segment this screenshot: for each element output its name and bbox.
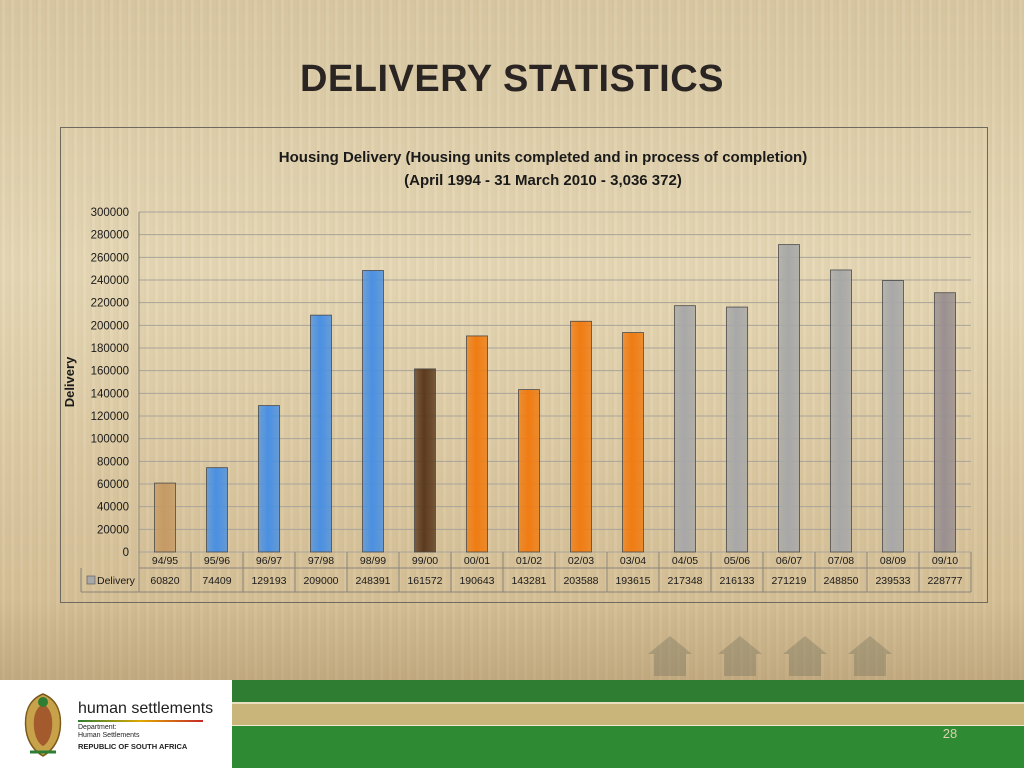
x-tick-label: 01/02 <box>516 555 542 567</box>
background-texture <box>0 0 1024 680</box>
bar <box>622 332 644 553</box>
data-label: 209000 <box>303 575 338 587</box>
coat-of-arms-icon <box>24 693 62 757</box>
bar <box>154 482 176 553</box>
bar <box>258 405 280 553</box>
chart-frame: Housing Delivery (Housing units complete… <box>60 127 988 603</box>
slide-title: DELIVERY STATISTICS <box>299 58 725 100</box>
y-tick-label: 300000 <box>91 207 129 219</box>
logo-name: human settlements <box>78 700 214 717</box>
y-tick-label: 260000 <box>91 252 129 264</box>
y-tick-label: 140000 <box>91 388 129 400</box>
bar <box>726 306 748 553</box>
y-axis-label: Delivery <box>62 356 77 407</box>
logo-department-line2: Human Settlements <box>78 732 140 739</box>
y-tick-label: 80000 <box>97 456 129 468</box>
house-icon <box>648 636 692 676</box>
x-tick-label: 04/05 <box>672 555 698 567</box>
y-tick-label: 180000 <box>91 343 129 355</box>
data-label: 217348 <box>667 575 702 587</box>
x-tick-label: 94/95 <box>152 555 178 567</box>
y-tick-label: 200000 <box>91 320 129 332</box>
bar <box>518 389 540 553</box>
y-tick-label: 280000 <box>91 230 129 242</box>
bar <box>310 314 332 553</box>
data-label: 248850 <box>823 575 858 587</box>
bar <box>882 280 904 553</box>
x-tick-label: 07/08 <box>828 555 854 567</box>
data-label: 60820 <box>150 575 179 587</box>
x-tick-label: 08/09 <box>880 555 906 567</box>
house-icon <box>783 636 827 676</box>
skyline-decoration <box>0 600 1024 680</box>
bar <box>934 292 956 553</box>
bar <box>570 320 592 553</box>
x-tick-label: 96/97 <box>256 555 282 567</box>
x-tick-label: 00/01 <box>464 555 490 567</box>
y-tick-label: 100000 <box>91 434 129 446</box>
footer-divider <box>232 702 1024 705</box>
y-tick-labels: 0 20000 40000 60000 80000 100000 120000 140000 1… <box>91 207 129 559</box>
y-tick-label: 20000 <box>97 524 129 536</box>
data-label: 161572 <box>407 575 442 587</box>
x-tick-label: 05/06 <box>724 555 750 567</box>
house-icon <box>848 636 892 676</box>
house-icons-decoration <box>648 636 892 676</box>
data-label: 74409 <box>202 575 231 587</box>
logo-department: Department: Human Settlements <box>78 724 139 740</box>
legend-label: Delivery <box>97 575 136 587</box>
bar-chart: Housing Delivery (Housing units complete… <box>62 149 972 593</box>
y-tick-label: 160000 <box>91 366 129 378</box>
y-tick-label: 220000 <box>91 298 129 310</box>
data-label: 190643 <box>459 575 494 587</box>
bar <box>778 244 800 553</box>
data-table: Delivery 94/95 60820 95/96 74409 96/97 129193 9… <box>80 552 972 593</box>
y-tick-label: 120000 <box>91 411 129 423</box>
bar <box>830 269 852 553</box>
x-tick-label: 06/07 <box>776 555 802 567</box>
logo-country: REPUBLIC OF SOUTH AFRICA <box>78 742 188 751</box>
data-label: 271219 <box>771 575 806 587</box>
data-label: 129193 <box>251 575 286 587</box>
x-tick-label: 98/99 <box>360 555 386 567</box>
data-label: 193615 <box>615 575 650 587</box>
legend-swatch <box>86 575 96 585</box>
bar <box>362 270 384 553</box>
chart-title-line2: (April 1994 - 31 March 2010 - 3,036 372) <box>404 172 682 189</box>
x-tick-label: 95/96 <box>204 555 230 567</box>
x-tick-label: 03/04 <box>620 555 646 567</box>
page-number: 28 <box>942 726 958 741</box>
x-tick-label: 09/10 <box>932 555 958 567</box>
footer-band <box>232 726 1024 768</box>
y-tick-label: 240000 <box>91 275 129 287</box>
x-tick-label: 02/03 <box>568 555 594 567</box>
data-label: 143281 <box>511 575 546 587</box>
y-tick-label: 0 <box>123 547 129 559</box>
bar <box>206 467 228 553</box>
y-tick-label: 60000 <box>97 479 129 491</box>
data-label: 216133 <box>719 575 754 587</box>
data-label: 248391 <box>355 575 390 587</box>
x-tick-label: 99/00 <box>412 555 438 567</box>
x-tick-label: 97/98 <box>308 555 334 567</box>
data-label: 228777 <box>927 575 962 587</box>
data-label: 239533 <box>875 575 910 587</box>
house-icon <box>718 636 762 676</box>
footer-band <box>232 680 1024 704</box>
bar <box>414 368 436 553</box>
logo-department-line1: Department: <box>78 724 117 731</box>
data-label: 203588 <box>563 575 598 587</box>
bar <box>466 335 488 553</box>
bar <box>674 305 696 553</box>
logo-color-stripe <box>78 720 203 722</box>
chart-title-line1: Housing Delivery (Housing units complete… <box>279 149 807 166</box>
bars <box>154 244 956 553</box>
y-tick-label: 40000 <box>97 502 129 514</box>
footer-band <box>232 704 1024 726</box>
